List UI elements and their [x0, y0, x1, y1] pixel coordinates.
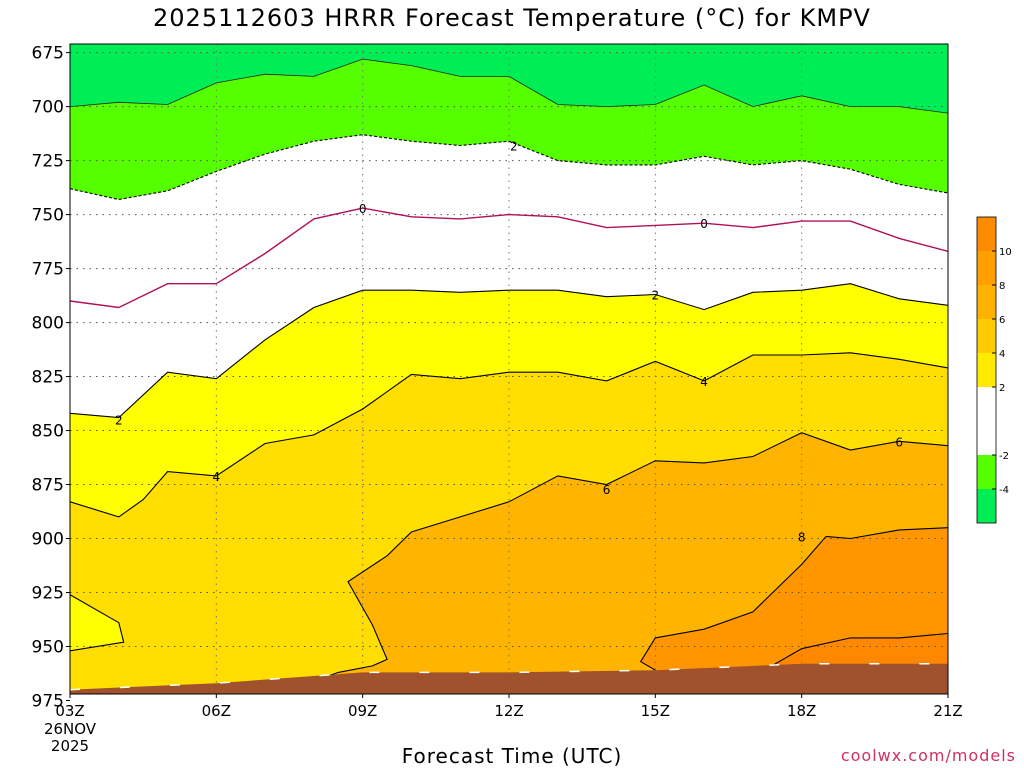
isotherm-line-m2: [70, 134, 948, 201]
contour-label-8: 8: [798, 530, 806, 544]
chart-title: 2025112603 HRRR Forecast Temperature (°C…: [153, 4, 871, 32]
y-tick-label-925: 925: [32, 584, 64, 604]
colorbar-band-6: [977, 455, 996, 489]
y-tick-label-825: 825: [32, 368, 64, 388]
colorbar-band-0: [977, 217, 996, 251]
isotherm-line-10: [752, 632, 948, 678]
y-tick-label-675: 675: [32, 44, 64, 64]
x-tick-label-21Z: 21Z: [933, 702, 962, 720]
contour-label-4: 4: [213, 470, 221, 484]
contour-label-2: 2: [510, 139, 518, 153]
y-tick-label-850: 850: [32, 422, 64, 442]
contour-label-6: 6: [603, 483, 611, 497]
contour-label-2: 2: [652, 288, 660, 302]
contour-label-6: 6: [895, 435, 903, 449]
contour-label-2: 2: [115, 414, 123, 428]
y-tick-label-775: 775: [32, 260, 64, 280]
y-tick-label-750: 750: [32, 206, 64, 226]
colorbar-frame: [976, 216, 997, 524]
y-tick-label-875: 875: [32, 476, 64, 496]
axis-ticks: 6757007257507758008258508759009259509750…: [32, 44, 963, 755]
contour-label-0: 0: [700, 217, 708, 231]
colorbar-band-4: [977, 353, 996, 387]
ground-layer: [70, 663, 948, 694]
contour-label-4: 4: [700, 375, 708, 389]
x-date-label-1: 2025: [51, 737, 89, 755]
colorbar-band-2: [977, 285, 996, 319]
y-tick-label-800: 800: [32, 314, 64, 334]
fill-2-to-4-pocket: [70, 594, 124, 651]
colorbar-label-8: 8: [999, 281, 1005, 292]
x-tick-label-06Z: 06Z: [202, 702, 231, 720]
colorbar-label-4: 4: [999, 349, 1005, 360]
colorbar-label--4: -4: [999, 485, 1009, 496]
isotherm-line-0: [70, 207, 948, 309]
x-axis-label: Forecast Time (UTC): [401, 744, 623, 768]
site-credit: coolwx.com/models: [840, 746, 1016, 765]
x-tick-label-09Z: 09Z: [348, 702, 377, 720]
colorbar-band-3: [977, 319, 996, 353]
colorbar-band-7: [977, 489, 996, 523]
colorbar-label-2: 2: [999, 383, 1005, 394]
isotherm-line-4: [70, 594, 125, 652]
fill-below-m4: [70, 44, 948, 114]
colorbar-band-1: [977, 251, 996, 285]
colorbar-label-6: 6: [999, 315, 1005, 326]
isotherm-line-m4: [70, 58, 948, 114]
y-tick-label-900: 900: [32, 530, 64, 550]
y-tick-label-725: 725: [32, 152, 64, 172]
contour-labels: 2 0 0 2 2 4 4 6 6 8: [115, 139, 903, 544]
isotherm-line-4: [70, 352, 948, 518]
y-tick-label-950: 950: [32, 637, 64, 657]
colorbar-label-10: 10: [999, 247, 1012, 258]
grid-lines: [70, 44, 948, 694]
x-tick-label-18Z: 18Z: [787, 702, 816, 720]
ground-terrain: [70, 663, 948, 694]
contour-label-0: 0: [359, 202, 367, 216]
colorbar-label--2: -2: [999, 451, 1009, 462]
isotherm-line-8: [639, 527, 948, 671]
y-tick-label-975: 975: [32, 691, 64, 711]
colorbar-band-5: [977, 387, 996, 455]
isotherm-line-2: [70, 283, 948, 419]
x-date-label-0: 26NOV: [44, 720, 97, 738]
colorbar: 10 8 6 4 2 -2 -4: [976, 216, 1012, 524]
x-tick-label-03Z: 03Z: [55, 702, 84, 720]
x-tick-label-12Z: 12Z: [494, 702, 523, 720]
y-tick-label-700: 700: [32, 98, 64, 118]
x-tick-label-15Z: 15Z: [641, 702, 670, 720]
